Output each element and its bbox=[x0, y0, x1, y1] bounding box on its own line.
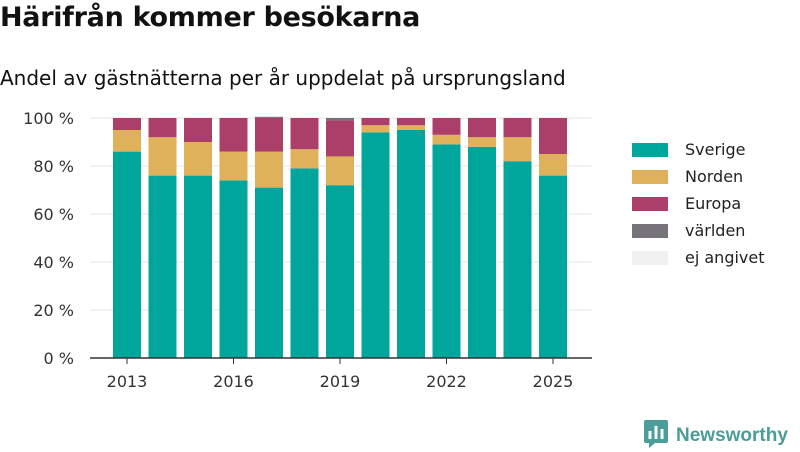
y-tick-label: 20 % bbox=[33, 301, 74, 320]
bar-segment bbox=[255, 118, 283, 152]
x-tick-label: 2013 bbox=[107, 372, 148, 391]
bar-segment bbox=[326, 118, 354, 121]
legend-item: världen bbox=[632, 217, 765, 244]
legend-item: Norden bbox=[632, 163, 765, 190]
bar-segment bbox=[503, 161, 532, 358]
y-tick-label: 40 % bbox=[33, 253, 74, 272]
bar-segment bbox=[219, 151, 248, 181]
bar-segment bbox=[539, 118, 567, 154]
bar-segment bbox=[361, 125, 390, 133]
bar-segment bbox=[113, 151, 141, 358]
bar-segment bbox=[290, 118, 319, 150]
legend-label: Europa bbox=[685, 194, 742, 213]
legend-label: ej angivet bbox=[685, 248, 765, 267]
bar-segment bbox=[219, 180, 248, 358]
x-tick-label: 2022 bbox=[426, 372, 467, 391]
legend-swatch bbox=[632, 169, 668, 184]
bar-segment bbox=[361, 132, 390, 358]
bar-segment bbox=[255, 151, 283, 188]
y-tick-label: 0 % bbox=[44, 349, 74, 368]
bar-segment bbox=[184, 142, 212, 176]
bar-segment bbox=[219, 118, 248, 152]
bar-segment bbox=[326, 185, 354, 358]
bar-segment bbox=[503, 137, 532, 162]
bar-segment bbox=[468, 146, 496, 358]
bars bbox=[113, 116, 567, 358]
bar-segment bbox=[361, 118, 390, 126]
legend-swatch bbox=[632, 250, 668, 265]
brand-name: Newsworthy bbox=[676, 425, 788, 446]
y-tick-label: 60 % bbox=[33, 205, 74, 224]
bar-segment bbox=[397, 130, 425, 358]
x-tick-label: 2019 bbox=[320, 372, 361, 391]
legend-item: Europa bbox=[632, 190, 765, 217]
bar-segment bbox=[468, 118, 496, 138]
bar-segment bbox=[468, 137, 496, 147]
chart-title: Härifrån kommer besökarna bbox=[0, 2, 421, 33]
legend-label: världen bbox=[685, 221, 746, 240]
y-tick-label: 100 % bbox=[23, 109, 74, 128]
x-tick-label: 2016 bbox=[213, 372, 254, 391]
bar-segment bbox=[148, 175, 177, 358]
bar-segment bbox=[290, 168, 319, 358]
legend-label: Norden bbox=[685, 167, 744, 186]
newsworthy-logo-icon bbox=[644, 420, 668, 452]
legend: Sverige Norden Europa världen ej angivet bbox=[632, 136, 765, 271]
legend-swatch bbox=[632, 223, 668, 238]
bar-segment bbox=[539, 175, 567, 358]
legend-label: Sverige bbox=[685, 140, 746, 159]
bar-segment bbox=[184, 175, 212, 358]
chart-subtitle: Andel av gästnätterna per år uppdelat på… bbox=[0, 66, 566, 90]
bar-segment bbox=[326, 120, 354, 157]
axes: 0 % 20 % 40 % 60 % 80 % 100 % 2013 2016 2019 2022… bbox=[23, 109, 592, 391]
legend-item: Sverige bbox=[632, 136, 765, 163]
legend-item: ej angivet bbox=[632, 244, 765, 271]
y-tick-label: 80 % bbox=[33, 157, 74, 176]
legend-swatch bbox=[632, 196, 668, 211]
bar-segment bbox=[397, 125, 425, 130]
bar-segment bbox=[432, 118, 461, 135]
bar-segment bbox=[326, 156, 354, 186]
bar-segment bbox=[184, 118, 212, 142]
bar-segment bbox=[432, 134, 461, 145]
bar-segment bbox=[148, 118, 177, 138]
bar-segment bbox=[432, 144, 461, 358]
bar-segment bbox=[113, 118, 141, 130]
bar-segment bbox=[539, 154, 567, 176]
bar-segment bbox=[290, 149, 319, 169]
bar-segment bbox=[148, 137, 177, 176]
bar-segment bbox=[113, 130, 141, 152]
bar-segment bbox=[255, 116, 283, 118]
bar-segment bbox=[397, 118, 425, 126]
brand-logo: Newsworthy bbox=[644, 420, 788, 452]
x-tick-label: 2025 bbox=[533, 372, 574, 391]
bar-segment bbox=[503, 118, 532, 138]
legend-swatch bbox=[632, 142, 668, 157]
bar-segment bbox=[255, 187, 283, 358]
